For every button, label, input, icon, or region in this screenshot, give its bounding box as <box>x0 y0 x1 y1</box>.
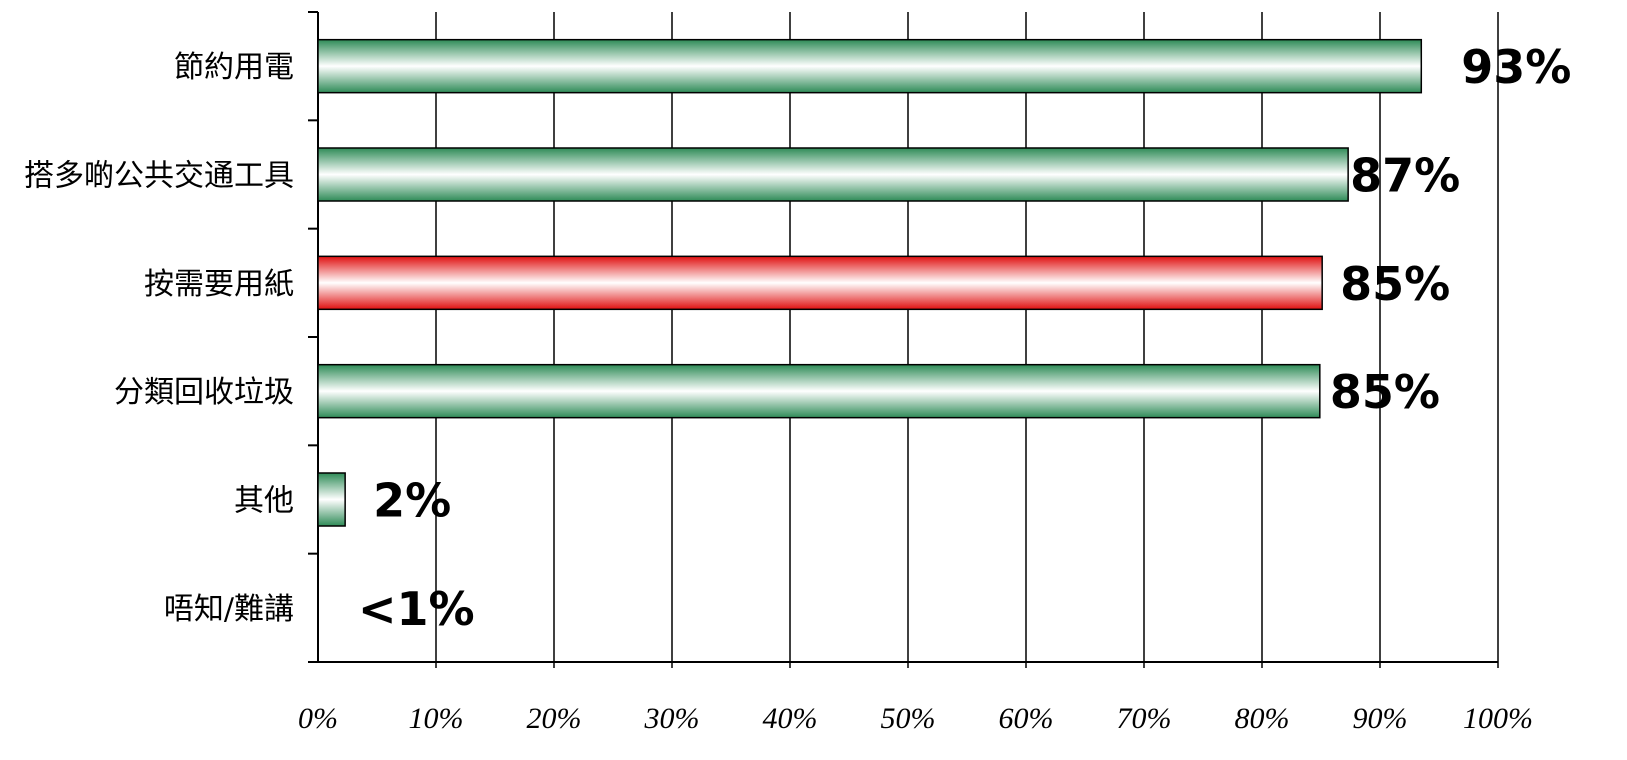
bar <box>317 363 1321 419</box>
data-label: 87% <box>1350 149 1460 203</box>
bar <box>317 255 1323 311</box>
data-label: 85% <box>1330 365 1440 419</box>
x-tick-label: 50% <box>881 702 936 735</box>
x-tick-label: 80% <box>1235 702 1290 735</box>
bar <box>317 472 346 527</box>
bar <box>317 147 1349 202</box>
category-label: 其他 <box>234 484 294 519</box>
category-label: 搭多啲公共交通工具 <box>24 159 294 194</box>
x-tick-label: 90% <box>1353 702 1408 735</box>
x-tick-label: 40% <box>763 702 818 735</box>
category-label: 分類回收垃圾 <box>114 375 294 410</box>
x-tick-label: 100% <box>1463 702 1533 735</box>
data-label: 2% <box>373 474 451 528</box>
x-tick-label: 70% <box>1117 702 1172 735</box>
x-tick-label: 60% <box>999 702 1054 735</box>
data-label: <1% <box>358 582 475 636</box>
x-tick-label: 10% <box>409 702 464 735</box>
gridlines <box>435 12 1499 668</box>
bar <box>317 38 1423 94</box>
x-tick-label: 0% <box>298 702 338 735</box>
labels: 0% 10% 20% 30% 40% 50% 60% 70% 80% 90% 100% 節約用電 93%… <box>24 40 1571 735</box>
axes <box>308 11 1498 663</box>
x-tick-label: 20% <box>527 702 582 735</box>
category-label: 唔知/難講 <box>164 592 294 627</box>
x-tick-label: 30% <box>644 702 700 735</box>
bars <box>317 38 1423 527</box>
category-label: 節約用電 <box>174 50 294 85</box>
data-label: 93% <box>1461 40 1571 94</box>
category-label: 按需要用紙 <box>144 267 294 302</box>
data-label: 85% <box>1340 257 1450 311</box>
